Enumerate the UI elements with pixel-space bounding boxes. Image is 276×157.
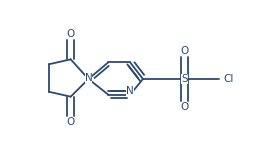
Text: N: N (126, 86, 134, 96)
Text: Cl: Cl (223, 74, 233, 84)
Text: N: N (85, 73, 92, 83)
Text: S: S (181, 74, 188, 84)
Text: O: O (181, 102, 189, 112)
Text: O: O (67, 29, 75, 39)
Text: O: O (67, 117, 75, 127)
Text: O: O (181, 46, 189, 56)
